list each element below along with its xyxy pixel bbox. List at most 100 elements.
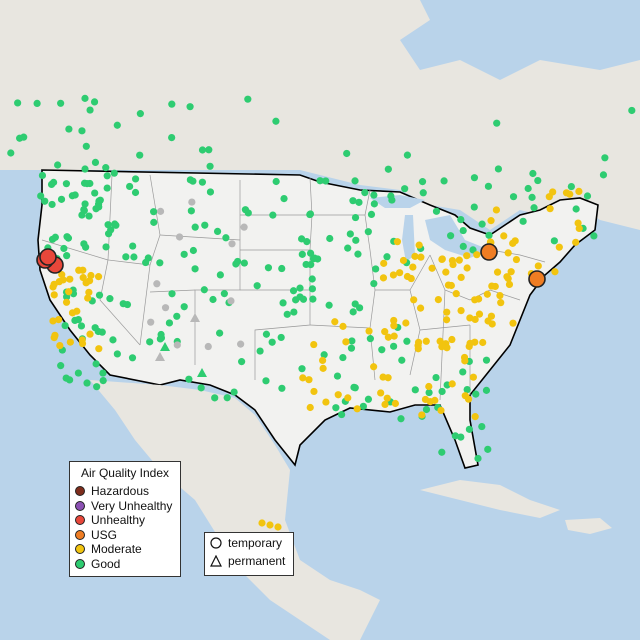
station-marker <box>206 162 214 170</box>
station-marker <box>299 374 307 382</box>
station-marker <box>180 303 188 311</box>
station-marker <box>150 218 158 226</box>
station-marker <box>256 347 264 355</box>
station-marker <box>168 290 176 298</box>
station-marker <box>438 343 446 351</box>
station-marker <box>128 354 137 362</box>
station-marker <box>546 205 554 213</box>
station-marker <box>478 422 486 431</box>
station-marker <box>283 310 291 318</box>
station-marker <box>474 454 482 463</box>
station-marker <box>198 178 207 186</box>
station-marker <box>432 373 440 382</box>
station-marker <box>99 369 107 377</box>
station-marker <box>54 316 63 324</box>
station-marker <box>493 119 501 127</box>
station-marker <box>240 259 248 267</box>
station-marker <box>503 273 511 281</box>
legend-label: temporary <box>228 536 283 550</box>
station-marker <box>262 330 271 338</box>
legend-item-permanent: permanent <box>205 551 293 569</box>
station-marker <box>463 385 471 394</box>
good-swatch <box>75 558 85 569</box>
station-marker <box>153 280 161 288</box>
station-marker <box>590 232 598 240</box>
station-marker <box>344 244 352 252</box>
station-marker <box>307 261 315 269</box>
station-marker <box>157 330 165 339</box>
station-marker <box>129 242 137 250</box>
station-marker <box>188 198 196 206</box>
station-marker <box>48 200 56 209</box>
station-marker <box>383 253 391 261</box>
station-marker <box>266 521 274 529</box>
station-marker <box>306 403 314 412</box>
station-marker <box>289 287 298 295</box>
station-marker <box>14 99 22 107</box>
station-marker <box>352 236 360 244</box>
station-marker <box>298 365 306 373</box>
station-marker <box>234 257 242 266</box>
station-marker <box>298 250 306 258</box>
station-marker <box>567 182 575 191</box>
legend-label: Very Unhealthy <box>91 498 173 513</box>
station-marker <box>66 338 74 346</box>
station-marker <box>131 175 140 183</box>
station-marker <box>109 336 117 344</box>
station-marker <box>416 304 425 312</box>
station-marker <box>432 207 441 215</box>
station-marker <box>549 188 557 196</box>
moderate-swatch <box>75 544 85 555</box>
station-marker <box>191 265 199 273</box>
legend-label: Unhealthy <box>91 513 146 528</box>
station-marker <box>434 295 442 304</box>
station-marker <box>348 337 356 345</box>
station-marker <box>309 295 317 303</box>
station-marker <box>472 390 480 398</box>
station-marker <box>308 275 316 283</box>
canada-land <box>0 0 640 230</box>
station-marker <box>524 184 532 193</box>
station-marker <box>65 125 73 133</box>
station-marker <box>470 203 478 211</box>
station-marker <box>451 432 459 440</box>
station-marker <box>465 425 474 433</box>
station-marker <box>122 253 130 261</box>
station-marker <box>37 192 45 200</box>
station-marker <box>81 94 89 102</box>
station-marker <box>370 363 378 371</box>
station-marker <box>367 210 376 219</box>
station-marker <box>306 210 314 219</box>
station-marker <box>81 200 89 208</box>
station-marker <box>91 158 100 167</box>
station-marker <box>572 205 580 213</box>
station-marker <box>529 169 537 178</box>
station-marker <box>240 223 248 231</box>
unhealthy-station-marker <box>39 248 57 266</box>
legend-item-good: Good <box>70 557 180 572</box>
station-marker <box>51 331 59 339</box>
station-marker <box>349 197 357 205</box>
station-marker <box>83 379 91 387</box>
station-marker <box>173 341 181 349</box>
station-marker <box>48 235 57 243</box>
station-marker <box>173 312 181 320</box>
station-marker <box>509 319 517 327</box>
station-marker <box>384 333 392 341</box>
station-marker <box>393 238 402 246</box>
legend-label: Moderate <box>91 542 142 557</box>
station-marker <box>339 322 347 330</box>
station-marker <box>402 319 410 327</box>
station-marker <box>378 346 386 354</box>
station-marker <box>457 433 465 441</box>
permanent-station-marker <box>155 352 165 361</box>
station-marker <box>484 317 492 325</box>
station-marker <box>534 176 542 185</box>
station-marker <box>50 291 58 299</box>
station-marker <box>200 286 208 294</box>
station-marker <box>493 268 502 276</box>
station-marker <box>189 246 197 255</box>
station-marker <box>110 169 118 177</box>
station-marker <box>457 273 465 282</box>
station-marker <box>447 232 455 240</box>
